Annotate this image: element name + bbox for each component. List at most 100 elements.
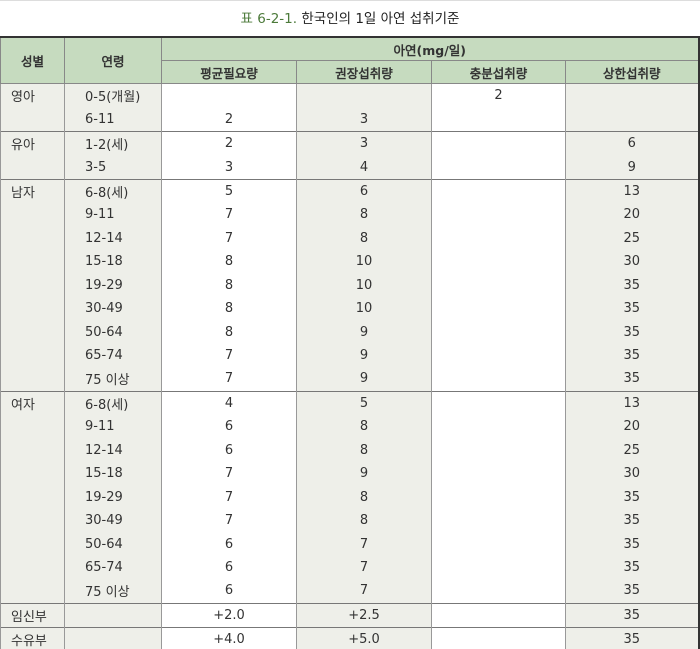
age-cell: 19-29 [64, 485, 162, 509]
table-row: 19-29 8 10 35 [0, 273, 700, 297]
table-title-text: 한국인의 1일 아연 섭취기준 [301, 11, 460, 27]
age-cell: 15-18 [64, 250, 162, 274]
age-cell: 12-14 [64, 438, 162, 462]
rni-cell: 8 [296, 485, 432, 509]
header-zinc: 아연(mg/일) [160, 36, 700, 61]
ai-cell [431, 367, 566, 392]
ul-cell: 35 [564, 320, 700, 344]
age-cell: 3-5 [64, 155, 162, 180]
sex-cell: 유아 [0, 130, 65, 156]
sex-cell [0, 250, 65, 274]
ai-cell [431, 226, 566, 251]
sex-cell [0, 462, 65, 486]
sex-cell [0, 320, 65, 344]
age-cell: 6-11 [64, 107, 162, 132]
ai-cell [431, 438, 566, 462]
age-cell: 50-64 [64, 320, 162, 344]
table-title: 표 6-2-1. 한국인의 1일 아연 섭취기준 [0, 0, 700, 36]
header-age: 연령 [64, 36, 162, 84]
ul-cell: 20 [564, 203, 700, 227]
rni-cell: 3 [296, 107, 432, 132]
age-cell: 6-8(세) [64, 178, 162, 204]
age-cell [64, 627, 162, 649]
ai-cell [431, 250, 566, 274]
ear-cell: 2 [161, 107, 297, 132]
ear-cell: 4 [161, 390, 297, 416]
table-row: 임신부 +2.0 +2.5 35 [0, 602, 700, 628]
rni-cell: 9 [296, 343, 432, 368]
age-cell: 50-64 [64, 532, 162, 556]
age-cell: 1-2(세) [64, 130, 162, 156]
sex-cell [0, 555, 65, 580]
table-row: 6-11 2 3 [0, 107, 700, 132]
rni-cell: +2.5 [296, 602, 432, 628]
table-number: 표 6-2-1. [240, 11, 298, 27]
rni-cell: 8 [296, 415, 432, 439]
sex-cell [0, 107, 65, 132]
ear-cell: +2.0 [161, 602, 297, 628]
table-row: 75 이상 7 9 35 [0, 367, 700, 392]
sex-cell: 남자 [0, 178, 65, 204]
ai-cell [431, 555, 566, 580]
table-row: 3-5 3 4 9 [0, 155, 700, 180]
ai-cell [431, 462, 566, 486]
header-ul: 상한섭취량 [564, 60, 700, 84]
age-cell: 9-11 [64, 203, 162, 227]
rni-cell: 9 [296, 320, 432, 344]
ear-cell: 7 [161, 203, 297, 227]
ul-cell: 30 [564, 462, 700, 486]
ul-cell: 13 [564, 178, 700, 204]
table-row: 남자 6-8(세) 5 6 13 [0, 178, 700, 204]
rni-cell: 10 [296, 273, 432, 297]
sex-cell [0, 155, 65, 180]
rni-cell: 7 [296, 579, 432, 604]
ul-cell: 30 [564, 250, 700, 274]
rni-cell: 7 [296, 532, 432, 556]
rni-cell: 3 [296, 130, 432, 156]
sex-cell [0, 296, 65, 321]
table-row: 30-49 8 10 35 [0, 296, 700, 321]
ai-cell [431, 485, 566, 509]
age-cell: 6-8(세) [64, 390, 162, 416]
ul-cell: 35 [564, 627, 700, 649]
rni-cell: 6 [296, 178, 432, 204]
ear-cell: +4.0 [161, 627, 297, 649]
rni-cell: 8 [296, 203, 432, 227]
ear-cell: 7 [161, 367, 297, 392]
sex-cell: 영아 [0, 83, 65, 108]
sex-cell [0, 532, 65, 556]
ear-cell: 8 [161, 296, 297, 321]
table-row: 12-14 7 8 25 [0, 226, 700, 251]
ai-cell [431, 415, 566, 439]
ai-cell [431, 602, 566, 628]
ear-cell: 8 [161, 273, 297, 297]
ai-cell [431, 273, 566, 297]
sex-cell [0, 438, 65, 462]
rni-cell: 8 [296, 438, 432, 462]
sex-cell [0, 485, 65, 509]
ear-cell: 6 [161, 532, 297, 556]
rni-cell: 7 [296, 555, 432, 580]
ul-cell: 35 [564, 273, 700, 297]
table-row: 30-49 7 8 35 [0, 508, 700, 533]
ai-cell [431, 343, 566, 368]
rni-cell: 10 [296, 250, 432, 274]
ai-cell [431, 627, 566, 649]
sex-cell [0, 203, 65, 227]
ai-cell [431, 532, 566, 556]
ai-cell [431, 390, 566, 416]
age-cell: 65-74 [64, 343, 162, 368]
ear-cell: 6 [161, 579, 297, 604]
table-row: 9-11 6 8 20 [0, 415, 700, 439]
age-cell: 12-14 [64, 226, 162, 251]
age-cell [64, 602, 162, 628]
ul-cell: 35 [564, 343, 700, 368]
header-rni: 권장섭취량 [296, 60, 432, 84]
table-row: 50-64 6 7 35 [0, 532, 700, 556]
rni-cell: 8 [296, 508, 432, 533]
ear-cell: 5 [161, 178, 297, 204]
header-ai: 충분섭취량 [431, 60, 566, 84]
ul-cell: 35 [564, 532, 700, 556]
rni-cell: 9 [296, 367, 432, 392]
